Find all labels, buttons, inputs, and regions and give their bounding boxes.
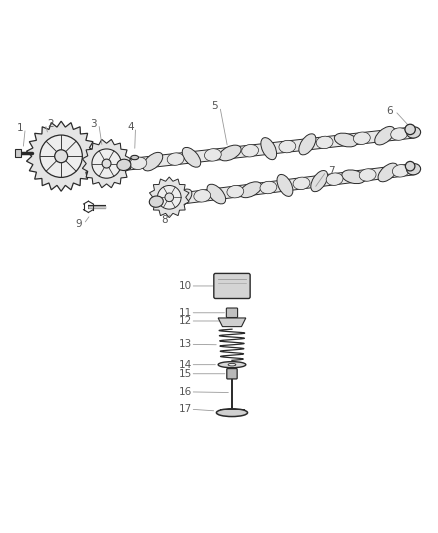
Circle shape	[102, 159, 111, 168]
Ellipse shape	[326, 173, 343, 185]
Text: 15: 15	[179, 369, 192, 379]
Circle shape	[92, 149, 121, 178]
Text: 13: 13	[179, 340, 192, 349]
Ellipse shape	[260, 181, 277, 193]
Ellipse shape	[378, 163, 398, 182]
Ellipse shape	[359, 169, 376, 181]
Ellipse shape	[131, 155, 138, 160]
Ellipse shape	[406, 127, 420, 138]
Ellipse shape	[316, 136, 333, 149]
Text: 14: 14	[179, 360, 192, 370]
Polygon shape	[82, 140, 131, 188]
Ellipse shape	[205, 149, 221, 161]
Text: 17: 17	[179, 404, 192, 414]
Ellipse shape	[117, 159, 131, 171]
Ellipse shape	[216, 409, 247, 417]
Ellipse shape	[207, 184, 226, 204]
Ellipse shape	[240, 182, 261, 198]
FancyBboxPatch shape	[226, 308, 237, 318]
Text: 7: 7	[328, 166, 335, 176]
Text: 3: 3	[90, 119, 97, 129]
Ellipse shape	[194, 190, 211, 202]
Text: 16: 16	[179, 387, 192, 397]
Circle shape	[406, 161, 415, 171]
Ellipse shape	[353, 132, 370, 144]
Ellipse shape	[219, 145, 241, 161]
Text: 9: 9	[75, 219, 82, 229]
Circle shape	[165, 193, 173, 201]
Ellipse shape	[182, 148, 201, 167]
Ellipse shape	[391, 128, 407, 140]
FancyBboxPatch shape	[214, 273, 250, 298]
Ellipse shape	[227, 185, 244, 198]
Ellipse shape	[261, 138, 276, 160]
Ellipse shape	[293, 177, 310, 190]
Polygon shape	[149, 177, 189, 217]
Ellipse shape	[228, 364, 236, 366]
Ellipse shape	[172, 189, 192, 208]
Circle shape	[157, 185, 181, 209]
Circle shape	[40, 135, 82, 177]
Text: 10: 10	[179, 281, 192, 291]
Ellipse shape	[311, 171, 328, 192]
Text: 6: 6	[386, 106, 393, 116]
Ellipse shape	[218, 361, 246, 368]
Ellipse shape	[161, 194, 177, 206]
Text: 2: 2	[47, 119, 54, 129]
Ellipse shape	[242, 144, 258, 157]
Ellipse shape	[334, 133, 358, 147]
Ellipse shape	[130, 157, 147, 169]
Ellipse shape	[149, 196, 163, 207]
Polygon shape	[123, 127, 414, 171]
Text: 11: 11	[179, 308, 192, 318]
Ellipse shape	[375, 126, 395, 145]
Ellipse shape	[143, 152, 163, 171]
Text: 1: 1	[17, 123, 23, 133]
Ellipse shape	[167, 153, 184, 165]
Ellipse shape	[342, 170, 365, 184]
Ellipse shape	[299, 134, 316, 155]
FancyBboxPatch shape	[227, 368, 237, 379]
Text: 4: 4	[127, 122, 134, 132]
Ellipse shape	[277, 174, 293, 196]
Circle shape	[55, 150, 67, 163]
Polygon shape	[26, 121, 96, 191]
Text: 5: 5	[212, 101, 218, 111]
Polygon shape	[218, 318, 246, 327]
Ellipse shape	[406, 164, 420, 175]
Ellipse shape	[392, 165, 409, 177]
Circle shape	[405, 124, 415, 135]
Text: 12: 12	[179, 316, 192, 326]
FancyBboxPatch shape	[15, 149, 21, 157]
Ellipse shape	[279, 140, 296, 153]
Polygon shape	[155, 164, 414, 207]
Text: 8: 8	[162, 215, 168, 225]
